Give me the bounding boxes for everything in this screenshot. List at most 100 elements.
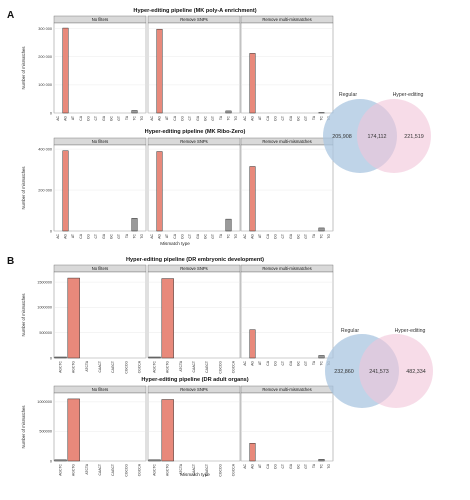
x-tick-label: AGCTC [153,360,157,372]
x-tick-label: CA [173,115,177,120]
x-tick-label: GC [204,233,208,239]
facet-strip-label: Remove multi-mismatches [262,139,311,144]
x-tick-label: GT [304,361,308,366]
x-tick-label: CT [281,464,285,469]
facet-panel [53,144,147,232]
y-tick-label: 200 000 [38,188,52,192]
x-tick-label: CG [181,234,185,239]
bar [131,218,138,232]
x-tick-label: GA [196,233,200,239]
x-tick-label: CAACT [192,361,196,373]
x-tick-label: CGCCA [231,360,235,373]
venn-left-count: 205,908 [332,134,352,140]
y-tick-label: 200 000 [38,55,52,59]
facet-strip-label: Remove multi-mismatches [262,17,311,22]
x-tick-label: CAGCT [205,361,209,373]
x-tick-label: AG [251,234,255,239]
x-tick-label: CT [188,116,192,121]
x-tick-label: GA [102,233,106,239]
facet-strip-label: Remove SNPs [180,17,207,22]
facet-strip-label: Remove SNPs [180,266,207,271]
x-tick-label: CAACT [98,361,102,373]
bar [54,356,67,359]
venn-mk: Regular Hyper-editing 205,908 174,112 221,51… [323,92,431,173]
venn-dr: Regular Hyper-editing 232,860 241,573 482,33… [325,328,433,408]
panel-letter-a: A [7,10,14,21]
x-tick-label: AG [64,234,68,239]
x-tick-label: GC [110,115,114,121]
x-tick-label: TA [312,463,316,468]
bar [318,227,325,232]
x-tick-label: GA [289,360,293,366]
x-tick-label: AGCTG [166,361,170,373]
y-tick-label: 100 000 [38,83,52,87]
x-tick-label: AT [258,116,262,120]
x-tick-label: AGCTG [72,464,76,476]
facet-strip-label: No filters [92,17,109,22]
x-tick-label: TC [320,463,324,468]
x-tick-label: CT [188,234,192,239]
x-tick-label: TC [320,360,324,365]
bar [249,53,256,114]
x-tick-label: AG [64,116,68,121]
x-tick-label: AGCTC [59,463,63,475]
bar [62,27,69,114]
facet-strip-label: No filters [92,266,109,271]
x-tick-label: AG [158,234,162,239]
x-tick-label: GA [289,115,293,121]
x-tick-label: GT [304,116,308,121]
bar [161,278,174,359]
mk-x-axis-label: Mismatch type [160,241,190,246]
x-tick-label: CA [266,115,270,120]
chart-mk-polya: Hyper-editing pipeline (MK poly-A enrich… [21,8,334,121]
x-tick-label: GA [289,463,293,469]
x-tick-label: GA [102,115,106,121]
x-tick-label: TG [140,234,144,239]
x-tick-label: ATCTA [179,463,183,474]
venn-left-count: 232,860 [334,369,354,375]
y-tick-label: 500000 [39,430,52,434]
venn-right-label: Hyper-editing [393,92,424,98]
chart-title: Hyper-editing pipeline (DR adult organs) [141,377,248,383]
venn-right-count: 221,519 [404,134,424,140]
bar [318,459,325,462]
x-tick-label: AG [251,116,255,121]
facet-strip-label: Remove multi-mismatches [262,266,311,271]
x-tick-label: CA [79,115,83,120]
x-tick-label: AT [71,116,75,120]
x-tick-label: CA [266,233,270,238]
chart-mk-ribozero: Hyper-editing pipeline (MK Ribo-Zero) 0 20… [21,129,334,239]
venn-right-count: 482,334 [406,369,426,375]
facet-strip-label: Remove SNPs [180,387,207,392]
facet-panel [240,144,334,232]
chart-dr-adult: Hyper-editing pipeline (DR adult organs)… [21,377,334,477]
bar [148,356,161,359]
x-tick-label: CGCCG [124,361,128,374]
bar [249,166,256,232]
bar [156,151,163,232]
x-tick-label: AC [243,463,247,468]
x-tick-label: ATCTA [85,360,89,371]
bar [156,28,163,114]
bar [318,355,325,359]
x-tick-label: TG [327,234,331,239]
x-tick-label: AG [251,464,255,469]
x-tick-label: TC [133,233,137,238]
y-axis-label: Number of mismatches [21,166,26,209]
x-tick-label: TC [227,115,231,120]
x-tick-label: CAACT [192,464,196,476]
venn-left-label: Regular [339,92,357,98]
x-tick-label: AC [150,115,154,120]
x-tick-label: GC [204,115,208,121]
x-tick-label: TC [227,233,231,238]
x-tick-label: CGCCA [137,360,141,373]
y-axis-label: Number of mismatches [21,293,26,336]
x-tick-label: AT [258,464,262,468]
x-tick-label: AT [165,116,169,120]
x-tick-label: AG [251,361,255,366]
facet-strip-label: Remove SNPs [180,139,207,144]
x-tick-label: AGCTC [153,463,157,475]
x-tick-label: AGCTG [166,464,170,476]
facet-panel [240,22,334,114]
